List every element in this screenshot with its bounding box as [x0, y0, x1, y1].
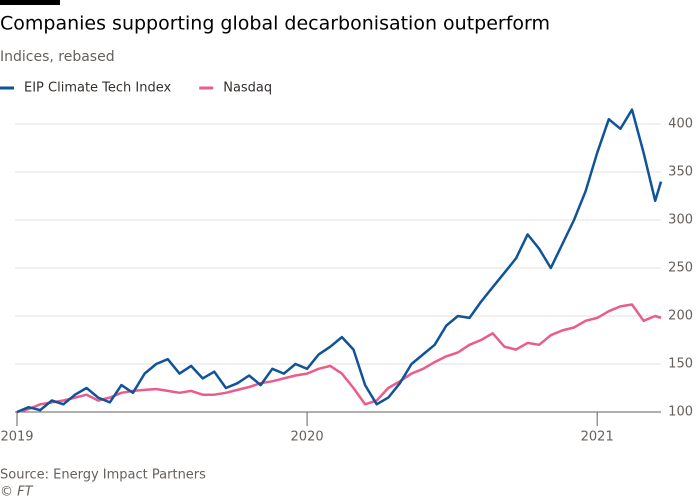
y-tick-label: 400 — [668, 117, 693, 132]
x-tick-label: 2020 — [291, 430, 324, 445]
credit: © FT — [0, 485, 34, 500]
series-line — [16, 108, 663, 414]
y-tick-label: 250 — [668, 261, 693, 276]
y-tick-label: 350 — [668, 165, 693, 180]
source: Source: Energy Impact Partners — [0, 468, 206, 483]
y-tick-label: 300 — [668, 213, 693, 228]
y-tick-label: 200 — [668, 309, 693, 324]
chart-subtitle: Indices, rebased — [0, 49, 115, 65]
x-tick-label: 2021 — [581, 430, 614, 445]
chart-title: Companies supporting global decarbonisat… — [0, 13, 550, 35]
series-line — [16, 303, 662, 414]
legend: EIP Climate Tech Index Nasdaq — [0, 81, 272, 96]
y-tick-label: 150 — [668, 357, 693, 372]
legend-label: Nasdaq — [223, 81, 272, 96]
legend-label: EIP Climate Tech Index — [24, 81, 172, 96]
brand-bar — [0, 0, 60, 5]
x-tick-label: 2019 — [0, 430, 33, 445]
y-tick-label: 100 — [668, 405, 693, 420]
